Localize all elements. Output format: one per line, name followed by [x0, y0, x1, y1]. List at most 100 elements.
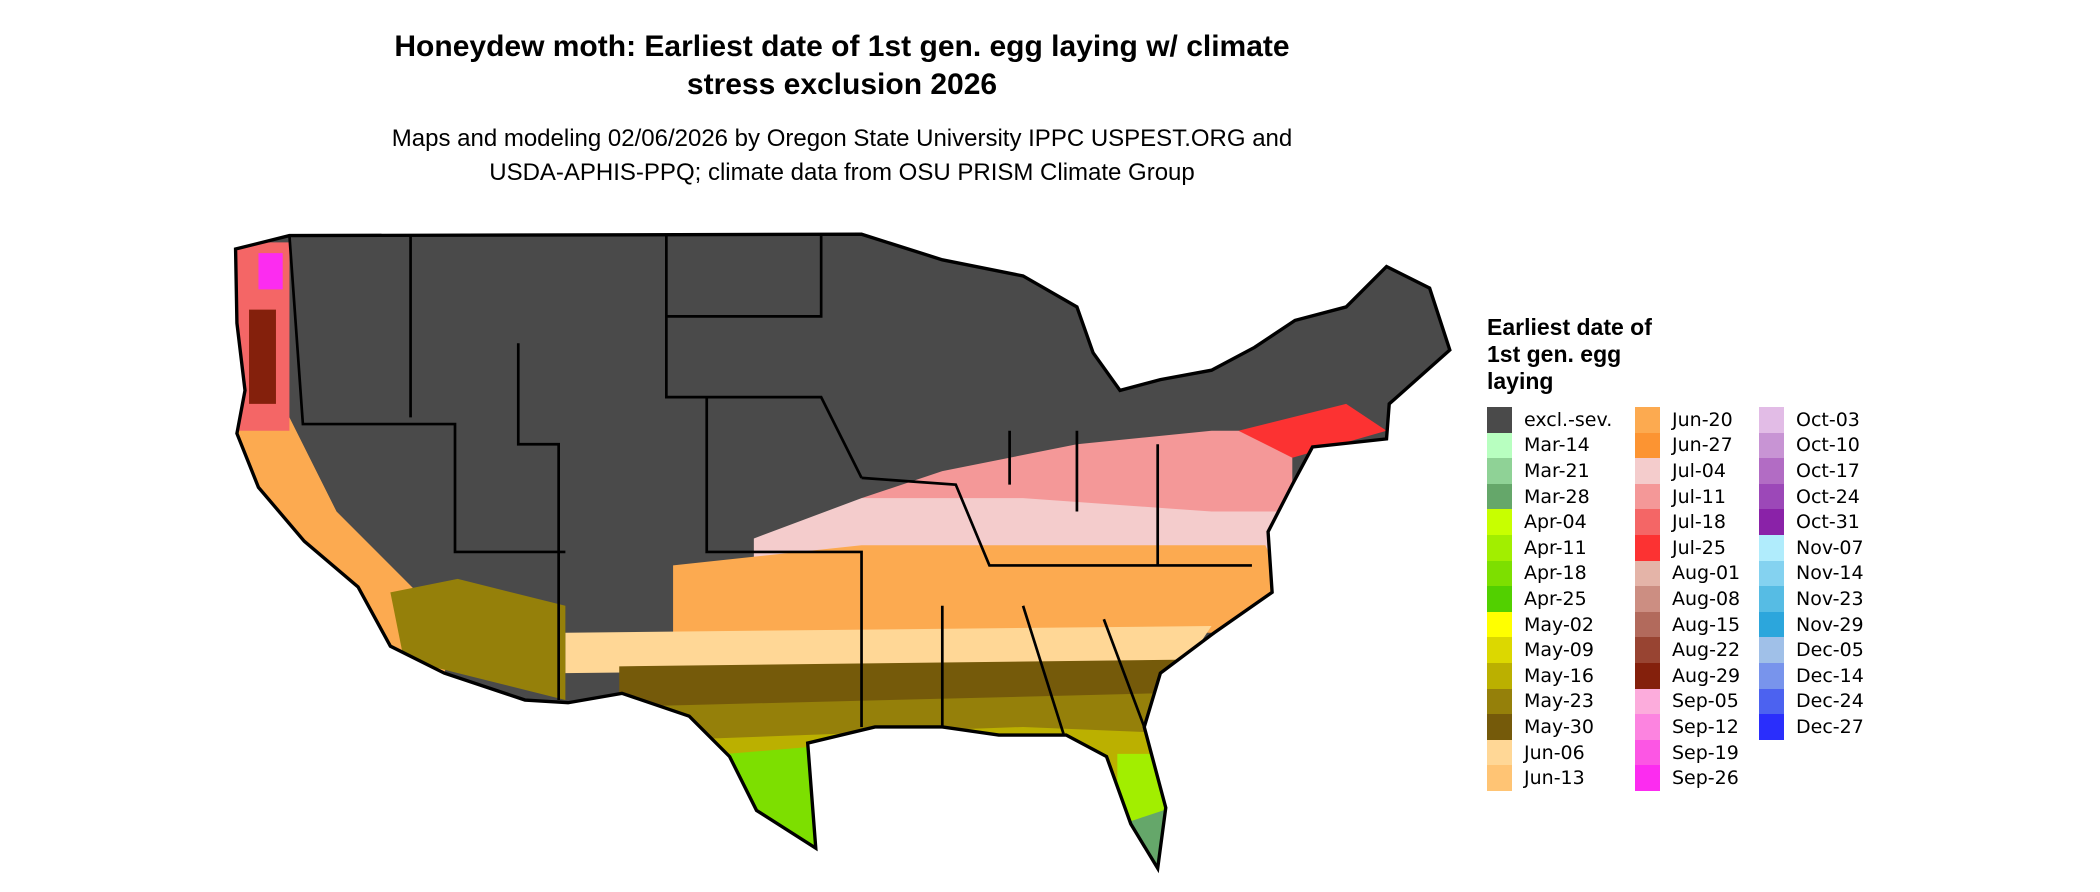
legend-swatch	[1759, 714, 1784, 740]
legend-swatch	[1759, 458, 1784, 484]
map-subtitle: Maps and modeling 02/06/2026 by Oregon S…	[0, 122, 1684, 190]
legend-label: Oct-31	[1796, 511, 1860, 534]
region-jun-20	[673, 545, 1293, 633]
legend-title: Earliest date of 1st gen. egg laying	[1487, 314, 1652, 394]
legend-label: May-16	[1524, 664, 1594, 687]
legend-item: May-30	[1487, 714, 1594, 740]
legend-label: Aug-29	[1672, 664, 1741, 687]
legend-swatch	[1635, 535, 1660, 561]
legend-swatch	[1487, 407, 1512, 433]
legend-swatch	[1487, 688, 1512, 715]
legend-item: Jun-06	[1487, 739, 1585, 766]
subtitle-line-2: USDA-APHIS-PPQ; climate data from OSU PR…	[489, 159, 1195, 186]
legend-label: May-09	[1524, 639, 1594, 662]
legend-item: Aug-22	[1635, 637, 1740, 663]
legend-label: Oct-10	[1796, 434, 1860, 457]
legend-label: May-30	[1524, 715, 1594, 738]
legend-label: Dec-05	[1796, 639, 1864, 662]
legend-swatch	[1635, 458, 1660, 484]
legend-item: excl.-sev.	[1487, 407, 1612, 433]
legend-item: Dec-27	[1759, 714, 1864, 740]
legend-item: May-23	[1487, 688, 1594, 715]
legend-swatch	[1635, 663, 1660, 689]
legend-label: Sep-05	[1672, 690, 1739, 713]
legend-label: Aug-08	[1672, 587, 1741, 610]
legend-swatch	[1759, 663, 1784, 689]
legend-item: Nov-07	[1759, 535, 1864, 561]
legend-item: Nov-23	[1759, 586, 1864, 612]
region-puget-sound	[258, 253, 283, 290]
legend-label: Mar-21	[1524, 459, 1590, 482]
state-borders	[288, 235, 1252, 735]
legend-label: Dec-27	[1796, 715, 1864, 738]
legend-item: Apr-18	[1487, 560, 1587, 587]
legend-item: Dec-14	[1759, 663, 1864, 689]
legend-item: May-02	[1487, 611, 1594, 638]
legend-swatch	[1759, 611, 1784, 638]
legend-swatch	[1635, 560, 1660, 587]
legend-label: Jul-11	[1672, 485, 1726, 508]
legend-swatch	[1487, 663, 1512, 689]
legend-swatch	[1487, 739, 1512, 766]
map-title: Honeydew moth: Earliest date of 1st gen.…	[0, 28, 1684, 104]
legend-label: Oct-17	[1796, 459, 1860, 482]
legend-label: Nov-07	[1796, 536, 1864, 559]
legend-label: Dec-14	[1796, 664, 1864, 687]
legend-swatch	[1487, 714, 1512, 740]
legend-swatch	[1487, 586, 1512, 612]
legend-swatch	[1635, 637, 1660, 663]
legend-swatch	[1635, 407, 1660, 433]
legend-item: Jul-18	[1635, 509, 1726, 535]
legend-item: Aug-08	[1635, 586, 1740, 612]
legend-swatch	[1635, 714, 1660, 740]
legend-swatch	[1759, 407, 1784, 433]
legend-swatch	[1759, 586, 1784, 612]
legend-swatch	[1635, 688, 1660, 715]
legend-swatch	[1635, 586, 1660, 612]
legend-swatch	[1635, 765, 1660, 791]
legend-swatch	[1487, 765, 1512, 791]
legend-item: Aug-01	[1635, 560, 1740, 587]
legend-swatch	[1759, 509, 1784, 535]
legend-label: Jun-27	[1672, 434, 1733, 457]
legend-swatch	[1759, 637, 1784, 663]
legend-label: Dec-24	[1796, 690, 1864, 713]
legend-label: Nov-23	[1796, 587, 1864, 610]
legend-item: Aug-29	[1635, 663, 1740, 689]
legend-item: Oct-24	[1759, 483, 1860, 510]
legend-label: Nov-29	[1796, 613, 1864, 636]
legend-swatch	[1759, 535, 1784, 561]
legend-swatch	[1759, 432, 1784, 459]
legend-swatch	[1487, 637, 1512, 663]
legend-label: Sep-12	[1672, 715, 1739, 738]
legend-item: Oct-31	[1759, 509, 1860, 535]
legend-swatch	[1487, 458, 1512, 484]
legend-swatch	[1487, 432, 1512, 459]
legend-swatch	[1635, 611, 1660, 638]
legend-label: Jul-18	[1672, 511, 1726, 534]
subtitle-line-1: Maps and modeling 02/06/2026 by Oregon S…	[391, 125, 1293, 152]
legend-label: Mar-14	[1524, 434, 1590, 457]
region-southwest-may	[390, 578, 566, 701]
legend-label: Jun-06	[1524, 741, 1585, 764]
legend-swatch	[1759, 688, 1784, 715]
legend-item: Jun-13	[1487, 765, 1585, 791]
legend-item: Apr-11	[1487, 535, 1587, 561]
legend-item: Mar-28	[1487, 483, 1590, 510]
legend-item: Oct-17	[1759, 458, 1860, 484]
legend-swatch	[1487, 535, 1512, 561]
legend-label: May-23	[1524, 690, 1594, 713]
legend-swatch	[1487, 560, 1512, 587]
legend-item: Apr-25	[1487, 586, 1587, 612]
legend-item: Apr-04	[1487, 509, 1587, 535]
legend-label: Oct-03	[1796, 408, 1860, 431]
legend-item: Sep-19	[1635, 739, 1739, 766]
legend-item: Jun-20	[1635, 407, 1733, 433]
legend-item: Nov-14	[1759, 560, 1864, 587]
legend-item: Sep-05	[1635, 688, 1739, 715]
legend-item: May-16	[1487, 663, 1594, 689]
legend-swatch	[1635, 509, 1660, 535]
legend-label: Apr-25	[1524, 587, 1587, 610]
legend-label: Mar-28	[1524, 485, 1590, 508]
legend-item: Jul-11	[1635, 483, 1726, 510]
